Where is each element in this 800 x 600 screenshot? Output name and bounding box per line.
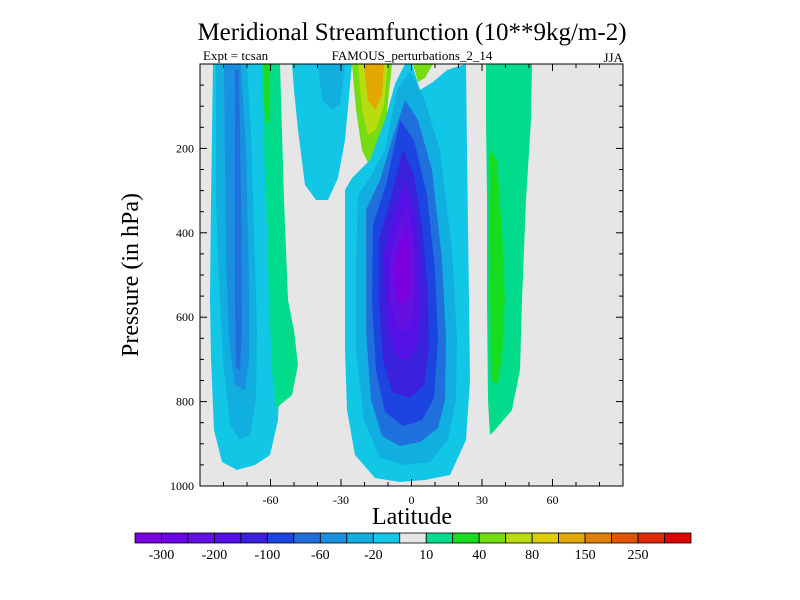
- colorbar-swatch: [161, 532, 189, 544]
- y-tick-label: 400: [176, 226, 194, 240]
- x-tick-label: -30: [333, 493, 349, 507]
- x-tick-label: 0: [409, 493, 415, 507]
- x-tick-label: 30: [476, 493, 488, 507]
- subtitle-right: JJA: [603, 50, 623, 65]
- colorbar-label: 150: [575, 548, 596, 563]
- y-tick-label: 600: [176, 310, 194, 324]
- colorbar-swatch: [399, 532, 427, 544]
- hadley-cell-core: [393, 225, 411, 305]
- colorbar-swatch: [134, 532, 162, 544]
- colorbar-swatch: [346, 532, 374, 544]
- colorbar-label: 80: [525, 548, 539, 563]
- colorbar-swatch: [558, 532, 586, 544]
- y-axis-label: Pressure (in hPa): [118, 193, 144, 357]
- colorbar-swatch: [187, 532, 215, 544]
- x-axis-label: Latitude: [372, 504, 452, 530]
- colorbar-swatch: [240, 532, 268, 544]
- colorbar-swatch: [478, 532, 507, 544]
- colorbar-swatch: [319, 532, 348, 544]
- upper-positive-tongue-core: [364, 64, 384, 110]
- x-tick-label: 60: [547, 493, 559, 507]
- colorbar-swatch: [664, 532, 692, 544]
- colorbar-label: 40: [472, 548, 486, 563]
- x-axis: -60 -30 0 30 60: [223, 64, 600, 507]
- colorbar-swatch: [372, 532, 401, 544]
- y-tick-label: 200: [176, 141, 194, 155]
- plot-area: [200, 64, 623, 486]
- colorbar-label: -60: [311, 548, 330, 563]
- colorbar-label: -200: [202, 548, 228, 563]
- chart-title: Meridional Streamfunction (10**9kg/m-2): [197, 19, 626, 46]
- positive-band-nh-inner: [489, 150, 505, 385]
- colorbar-swatch: [611, 532, 639, 544]
- colorbar-label: 250: [628, 548, 649, 563]
- colorbar-label: -100: [255, 548, 281, 563]
- subtitle-left: Expt = tcsan: [203, 48, 269, 63]
- colorbar-swatch: [266, 532, 295, 544]
- colorbar-swatch: [637, 532, 665, 544]
- colorbar-swatch: [505, 532, 533, 544]
- y-tick-label: 800: [176, 395, 194, 409]
- upper-negative-lobe-inner: [318, 64, 345, 110]
- colorbar-swatch: [531, 532, 560, 544]
- y-tick-label: 1000: [170, 479, 194, 493]
- colorbar-label: -300: [149, 548, 175, 563]
- positive-band-sh: [262, 64, 298, 410]
- colorbar-swatch: [452, 532, 480, 544]
- colorbar-swatch: [293, 532, 321, 544]
- southern-cell-center: [235, 70, 242, 370]
- y-axis: 200 400 600 800 1000: [170, 84, 623, 493]
- colorbar-swatch: [584, 532, 612, 544]
- colorbar-swatch: [425, 532, 454, 544]
- colorbar-swatch: [214, 532, 242, 544]
- upper-positive-tongue-small: [413, 64, 433, 82]
- subtitle-center: FAMOUS_perturbations_2_14: [332, 48, 493, 63]
- positive-band-sh-upper: [264, 64, 270, 125]
- x-tick-label: -60: [263, 493, 279, 507]
- colorbar-label: 10: [419, 548, 433, 563]
- colorbar: -300 -200 -100 -60 -20 10 40 80 150 250: [134, 532, 692, 563]
- colorbar-label: -20: [364, 548, 383, 563]
